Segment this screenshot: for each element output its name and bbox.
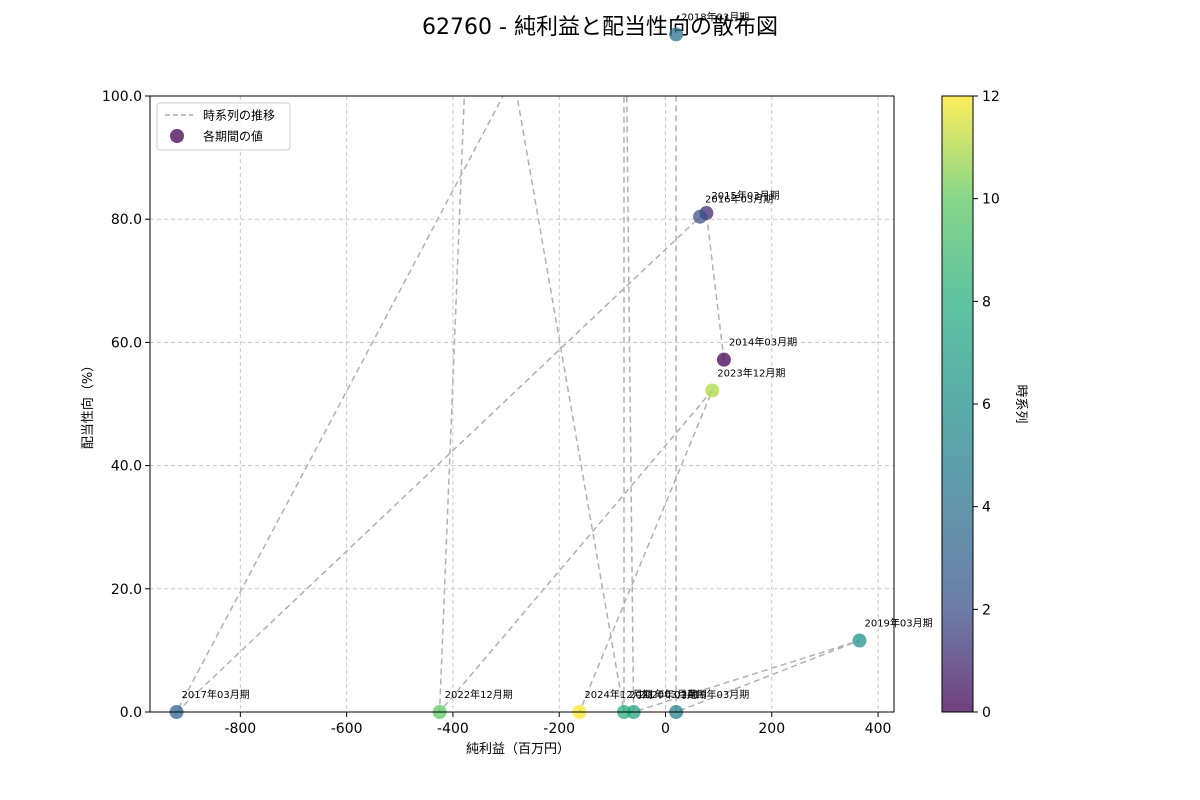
point-label: 2021年03月期 bbox=[629, 688, 697, 701]
y-tick-label: 100.0 bbox=[102, 89, 142, 105]
y-tick-label: 0.0 bbox=[120, 705, 142, 721]
point-label: 2020年03月期 bbox=[639, 688, 707, 701]
plot-frame bbox=[149, 95, 895, 713]
y-tick-label: 20.0 bbox=[111, 582, 142, 598]
y-tick-label: 40.0 bbox=[111, 459, 142, 475]
x-axis: -800 -600 -400 -200 0 200 400 bbox=[224, 712, 891, 737]
point-label: 2015年03月期 bbox=[711, 189, 779, 202]
point-label: 2022年12月期 bbox=[445, 688, 513, 701]
x-tick-label: -400 bbox=[437, 721, 469, 737]
colorbar-tick-label: 0 bbox=[982, 705, 991, 721]
point-label: 2016年03月期 bbox=[705, 193, 773, 206]
colorbar-tick-label: 2 bbox=[982, 602, 991, 618]
x-axis-label: 純利益（百万円） bbox=[466, 742, 570, 757]
colorbar-tick-label: 6 bbox=[982, 397, 991, 413]
legend-line-label: 時系列の推移 bbox=[203, 109, 275, 123]
point-label: 2018年03月期 bbox=[681, 10, 749, 23]
y-axis: 0.0 20.0 40.0 60.0 80.0 100.0 bbox=[102, 89, 150, 721]
colorbar-tick-label: 10 bbox=[982, 192, 1000, 208]
x-tick-label: 0 bbox=[661, 721, 670, 737]
legend-marker-swatch bbox=[170, 129, 184, 143]
colorbar-label: 時系列 bbox=[1013, 384, 1028, 423]
point-label: 2014年03月期 bbox=[729, 336, 797, 349]
point-label: 2019年03月期 bbox=[864, 617, 932, 630]
point-label: 2017年03月期 bbox=[182, 688, 250, 701]
data-point bbox=[705, 383, 720, 398]
colorbar-tick-label: 4 bbox=[982, 500, 991, 516]
point-label: 2023年12月期 bbox=[717, 366, 785, 379]
y-tick-label: 60.0 bbox=[111, 335, 142, 351]
point-label: 2024年12月期 bbox=[584, 688, 652, 701]
y-tick-label: 80.0 bbox=[111, 212, 142, 228]
data-point bbox=[852, 633, 867, 648]
x-tick-label: -600 bbox=[331, 721, 363, 737]
legend-marker-label: 各期間の値 bbox=[203, 129, 263, 144]
point-label: 2019年03月期 bbox=[681, 688, 749, 701]
legend: 時系列の推移 各期間の値 bbox=[156, 102, 291, 151]
data-point bbox=[693, 209, 708, 224]
y-axis-label: 配当性向（%） bbox=[80, 359, 96, 449]
colorbar-gradient bbox=[941, 95, 974, 713]
grid bbox=[150, 95, 894, 713]
x-tick-label: 200 bbox=[758, 721, 785, 737]
data-point bbox=[716, 352, 731, 367]
colorbar-tick-label: 12 bbox=[982, 89, 1000, 105]
x-tick-label: -800 bbox=[224, 721, 256, 737]
colorbar: 0 2 4 6 8 10 12 時系列 bbox=[941, 89, 1028, 721]
colorbar-tick-label: 8 bbox=[982, 294, 991, 310]
x-tick-label: -200 bbox=[543, 721, 575, 737]
data-point bbox=[669, 27, 684, 42]
x-tick-label: 400 bbox=[865, 721, 892, 737]
chart-title: 62760 - 純利益と配当性向の散布図 bbox=[422, 15, 778, 40]
colorbar-ticks: 0 2 4 6 8 10 12 bbox=[973, 89, 1000, 721]
